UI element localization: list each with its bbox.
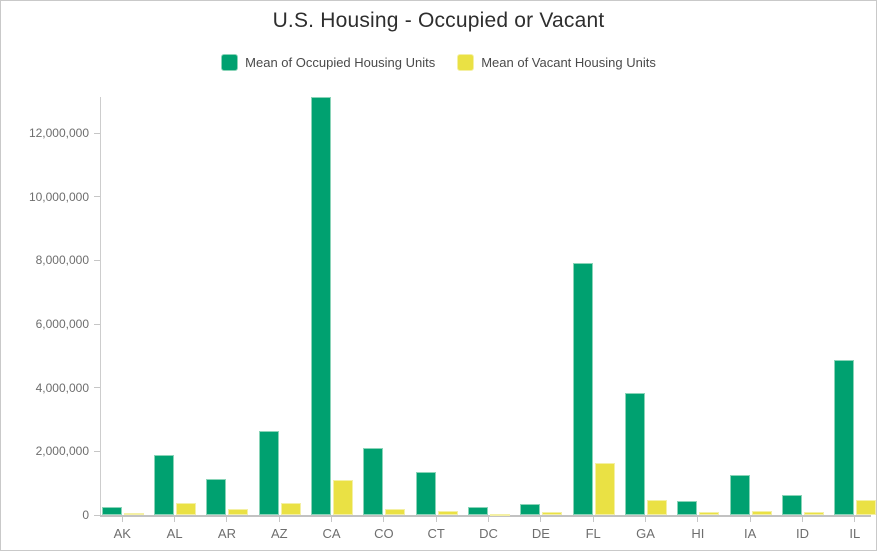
y-axis-tick [94, 196, 100, 198]
y-axis-label: 8,000,000 [35, 253, 89, 268]
legend-item-vacant[interactable]: Mean of Vacant Housing Units [457, 54, 656, 71]
x-axis-label: IL [849, 526, 861, 541]
x-axis-label: GA [636, 526, 655, 541]
x-axis-label: CT [427, 526, 445, 541]
y-axis-tick [94, 323, 100, 325]
y-axis-label: 4,000,000 [35, 380, 89, 395]
x-axis-label: IA [743, 526, 757, 541]
bar-occupied-ID[interactable] [781, 494, 802, 515]
y-axis-label: 12,000,000 [28, 126, 89, 141]
x-axis-label: DC [479, 526, 498, 541]
legend-label-occupied: Mean of Occupied Housing Units [245, 55, 436, 70]
x-axis-label: AZ [270, 526, 288, 541]
x-axis-tick [278, 517, 280, 522]
y-axis-tick [94, 387, 100, 389]
bar-occupied-HI[interactable] [677, 500, 698, 515]
x-axis-label: CA [322, 526, 341, 541]
x-axis-label: ID [795, 526, 809, 541]
x-axis-tick [592, 517, 594, 522]
bar-vacant-CA[interactable] [333, 480, 354, 515]
chart-legend: Mean of Occupied Housing Units Mean of V… [1, 54, 876, 71]
bar-occupied-AL[interactable] [154, 455, 175, 515]
x-axis-tick [749, 517, 751, 522]
bar-occupied-AZ[interactable] [258, 431, 279, 515]
x-axis-tick [226, 517, 228, 522]
x-axis-label: AL [166, 526, 183, 541]
bar-vacant-AL[interactable] [176, 502, 197, 515]
bar-vacant-CT[interactable] [437, 511, 458, 515]
bar-vacant-AR[interactable] [228, 509, 249, 515]
x-axis-tick [331, 517, 333, 522]
x-axis-label: CO [374, 526, 394, 541]
bar-vacant-DE[interactable] [542, 512, 563, 515]
legend-swatch-occupied [221, 54, 239, 71]
legend-label-vacant: Mean of Vacant Housing Units [481, 55, 656, 70]
legend-item-occupied[interactable]: Mean of Occupied Housing Units [221, 54, 435, 71]
bar-occupied-IL[interactable] [834, 359, 855, 515]
x-axis-tick [540, 517, 542, 522]
x-axis-tick [801, 517, 803, 522]
bar-vacant-AK[interactable] [123, 513, 144, 516]
bar-vacant-ID[interactable] [803, 512, 824, 515]
bar-occupied-AK[interactable] [101, 507, 122, 515]
bar-vacant-AZ[interactable] [280, 502, 301, 515]
legend-swatch-vacant [457, 54, 475, 71]
bar-vacant-GA[interactable] [647, 500, 667, 515]
bar-occupied-IA[interactable] [729, 474, 750, 515]
y-axis-tick [94, 132, 100, 134]
bar-vacant-IL[interactable] [856, 499, 876, 515]
bar-occupied-CT[interactable] [415, 472, 436, 515]
chart-title: U.S. Housing - Occupied or Vacant [272, 9, 605, 32]
bar-occupied-GA[interactable] [625, 393, 645, 515]
bar-occupied-CO[interactable] [363, 448, 384, 515]
x-axis-tick [174, 517, 176, 522]
x-axis-line [100, 515, 871, 517]
bar-vacant-FL[interactable] [594, 463, 615, 515]
bar-occupied-DE[interactable] [520, 503, 541, 515]
y-axis-tick [94, 259, 100, 261]
x-axis-label: HI [691, 526, 705, 541]
y-axis-label: 10,000,000 [28, 189, 89, 204]
bar-occupied-DC[interactable] [468, 506, 489, 515]
y-axis-label: 6,000,000 [35, 317, 89, 332]
x-axis-tick [645, 517, 646, 522]
bar-occupied-CA[interactable] [311, 97, 332, 515]
bar-vacant-HI[interactable] [699, 512, 720, 515]
x-axis-tick [488, 517, 490, 522]
x-axis-label: AK [113, 526, 131, 541]
bar-vacant-CO[interactable] [385, 508, 406, 515]
x-axis-label: FL [585, 526, 601, 541]
y-axis-line [100, 97, 101, 515]
bar-occupied-AR[interactable] [206, 478, 227, 515]
bar-occupied-FL[interactable] [572, 262, 593, 515]
x-axis-tick [121, 517, 123, 522]
x-axis-tick [435, 517, 437, 522]
y-axis-tick [94, 450, 100, 452]
y-axis-label: 0 [82, 508, 89, 522]
bar-vacant-IA[interactable] [751, 511, 772, 515]
x-axis-label: AR [217, 526, 236, 541]
x-axis-label: DE [531, 526, 550, 541]
x-axis-tick [854, 517, 856, 522]
y-axis-tick [94, 514, 100, 516]
x-axis-tick [383, 517, 385, 522]
y-axis-label: 2,000,000 [35, 444, 89, 459]
x-axis-tick [697, 517, 699, 522]
bar-vacant-DC[interactable] [490, 514, 511, 517]
